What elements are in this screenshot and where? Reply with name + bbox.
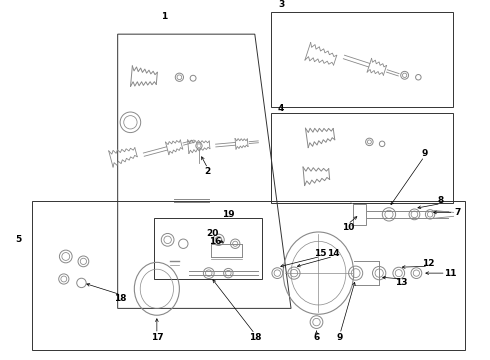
Text: 17: 17 — [150, 333, 163, 342]
Text: 5: 5 — [16, 235, 22, 244]
Text: 4: 4 — [278, 104, 284, 113]
Text: 3: 3 — [278, 0, 284, 9]
Text: 11: 11 — [444, 269, 457, 278]
Text: 12: 12 — [422, 259, 435, 268]
Text: 9: 9 — [337, 333, 343, 342]
Bar — [271, 12, 453, 107]
Text: 6: 6 — [314, 333, 319, 342]
Text: 15: 15 — [314, 249, 327, 258]
Text: 20: 20 — [206, 229, 219, 238]
Text: 9: 9 — [421, 149, 427, 158]
Text: 1: 1 — [161, 12, 167, 21]
Text: 16: 16 — [209, 237, 222, 246]
Text: 13: 13 — [395, 278, 408, 287]
Text: 7: 7 — [454, 208, 461, 217]
Bar — [32, 201, 466, 350]
Text: 19: 19 — [222, 210, 235, 219]
Text: 2: 2 — [205, 167, 211, 176]
Bar — [353, 204, 367, 225]
Text: 10: 10 — [342, 222, 354, 231]
Text: 18: 18 — [114, 294, 127, 303]
Bar — [271, 113, 453, 203]
Text: 8: 8 — [438, 196, 444, 205]
Text: 18: 18 — [248, 333, 261, 342]
Text: 14: 14 — [327, 249, 340, 258]
Bar — [154, 218, 262, 279]
